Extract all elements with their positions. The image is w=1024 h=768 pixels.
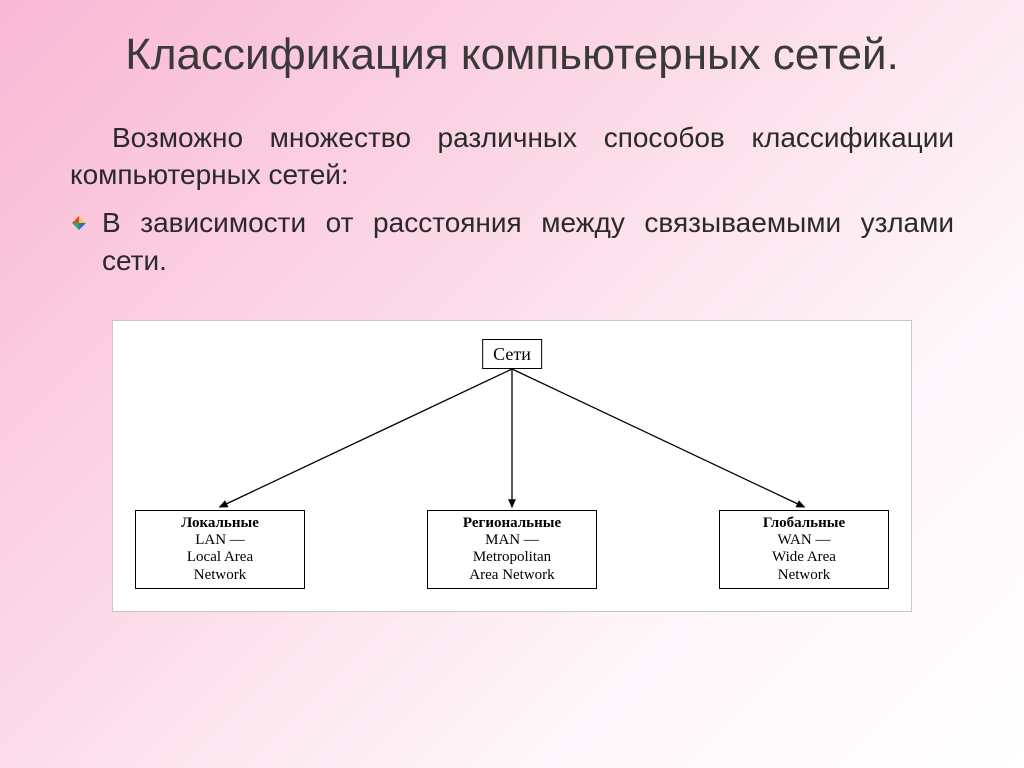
child-line: LAN — bbox=[146, 532, 294, 549]
slide-body: Возможно множество различных способов кл… bbox=[70, 119, 954, 280]
tree-child-node: Региональные MAN — Metropolitan Area Net… bbox=[427, 510, 597, 589]
edge-to-child-3 bbox=[512, 369, 804, 507]
child-line: Area Network bbox=[438, 567, 586, 584]
child-line: Network bbox=[730, 567, 878, 584]
tree-child-node: Локальные LAN — Local Area Network bbox=[135, 510, 305, 589]
bullet-text: В зависимости от расстояния между связыв… bbox=[102, 204, 954, 280]
slide: Классификация компьютерных сетей. Возмож… bbox=[0, 0, 1024, 768]
child-title: Локальные bbox=[146, 515, 294, 532]
bullet-icon-nw bbox=[72, 216, 79, 223]
child-title: Региональные bbox=[438, 515, 586, 532]
child-line: WAN — bbox=[730, 532, 878, 549]
child-line: Network bbox=[146, 567, 294, 584]
child-line: Metropolitan bbox=[438, 549, 586, 566]
diagram-container: Сети Локальные LAN — Local Area Network … bbox=[112, 320, 912, 612]
bullet-icon-ne bbox=[79, 216, 86, 223]
four-arrows-icon bbox=[70, 214, 88, 232]
child-title: Глобальные bbox=[730, 515, 878, 532]
child-line: Local Area bbox=[146, 549, 294, 566]
tree-diagram: Сети Локальные LAN — Local Area Network … bbox=[135, 339, 889, 589]
tree-child-node: Глобальные WAN — Wide Area Network bbox=[719, 510, 889, 589]
tree-root-node: Сети bbox=[482, 339, 542, 370]
bullet-item: В зависимости от расстояния между связыв… bbox=[70, 204, 954, 280]
edge-to-child-1 bbox=[220, 369, 512, 507]
child-line: Wide Area bbox=[730, 549, 878, 566]
slide-title: Классификация компьютерных сетей. bbox=[70, 30, 954, 81]
bullet-icon-se bbox=[79, 223, 86, 230]
child-line: MAN — bbox=[438, 532, 586, 549]
intro-paragraph: Возможно множество различных способов кл… bbox=[70, 119, 954, 195]
bullet-icon-sw bbox=[72, 223, 79, 230]
